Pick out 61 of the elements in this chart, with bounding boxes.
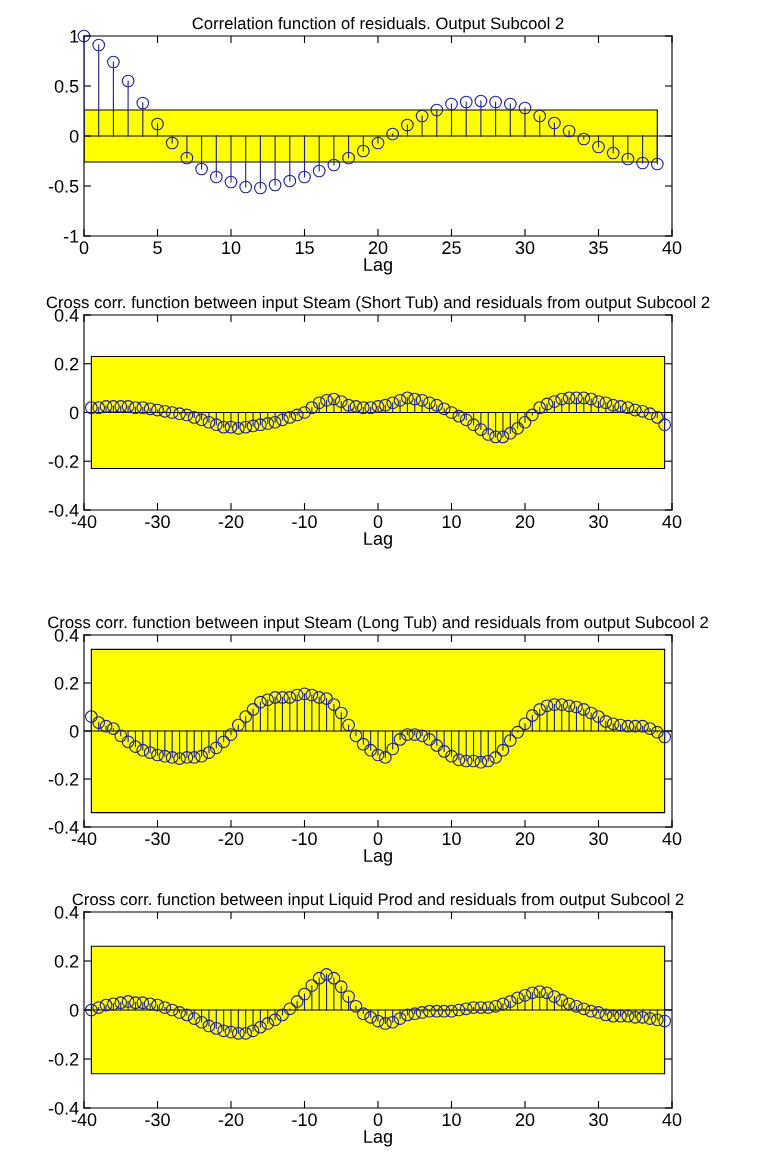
x-tick-label: -40	[71, 515, 97, 529]
x-tick-label: 30	[515, 241, 535, 255]
x-axis-title: Lag	[364, 849, 392, 866]
y-tick-label: -0.2	[48, 455, 79, 468]
x-tick-label: 40	[662, 515, 682, 529]
x-tick-label: 15	[295, 241, 314, 255]
x-tick-label: 5	[153, 241, 162, 255]
x-tick-label: -30	[145, 1113, 170, 1127]
x-tick-label: 20	[368, 241, 388, 255]
y-tick-label: 0.4	[54, 628, 79, 642]
x-tick-label: 10	[442, 832, 461, 846]
y-tick-label: 0.5	[54, 79, 79, 93]
x-tick-label: 30	[589, 832, 608, 846]
x-tick-label: 25	[442, 241, 461, 255]
chart-title: Correlation function of residuals. Output Subcool 2	[192, 16, 564, 33]
x-tick-label: 30	[589, 515, 608, 529]
y-tick-label: 0	[69, 129, 79, 143]
y-tick-label: 0.4	[54, 308, 79, 322]
y-tick-label: 0.2	[54, 357, 79, 371]
x-axis-title: Lag	[364, 1130, 392, 1147]
y-tick-label: -0.2	[48, 1052, 79, 1066]
y-tick-label: 0.2	[54, 954, 79, 968]
x-tick-label: 20	[515, 1113, 535, 1127]
y-tick-label: 0	[69, 1003, 79, 1017]
x-tick-label: -40	[71, 1113, 97, 1127]
x-tick-label: -10	[292, 515, 317, 529]
x-tick-label: -30	[145, 515, 170, 529]
y-tick-label: -0.4	[48, 1101, 79, 1115]
x-axis-title: Lag	[364, 532, 392, 549]
y-tick-label: -0.5	[48, 179, 79, 193]
x-tick-label: -30	[145, 832, 170, 846]
x-tick-label: 0	[373, 1113, 383, 1127]
x-tick-label: 30	[589, 1113, 608, 1127]
y-tick-label: 0	[69, 724, 79, 738]
x-tick-label: -20	[218, 832, 244, 846]
x-tick-label: 40	[662, 832, 682, 846]
y-tick-label: -1	[63, 230, 79, 243]
y-tick-label: -0.4	[48, 503, 79, 517]
x-axis-title: Lag	[364, 258, 392, 275]
x-tick-label: 20	[515, 832, 535, 846]
x-tick-label: 40	[662, 241, 682, 255]
y-tick-label: 0	[69, 406, 79, 420]
x-tick-label: 0	[373, 515, 383, 529]
x-tick-label: -10	[292, 1113, 317, 1127]
y-tick-label: -0.4	[48, 820, 79, 834]
x-tick-label: 10	[442, 515, 461, 529]
x-tick-label: -20	[218, 1113, 244, 1127]
x-tick-label: -20	[218, 515, 244, 529]
x-tick-label: 0	[373, 832, 383, 846]
x-tick-label: -40	[71, 832, 97, 846]
x-tick-label: 20	[515, 515, 535, 529]
x-tick-label: 10	[222, 241, 241, 255]
x-tick-label: 35	[589, 241, 608, 255]
y-tick-label: 0.4	[54, 905, 79, 919]
x-tick-label: 40	[662, 1113, 682, 1127]
x-tick-label: -10	[292, 832, 317, 846]
x-tick-label: 10	[442, 1113, 461, 1127]
y-tick-label: 0.2	[54, 676, 79, 690]
y-tick-label: -0.2	[48, 772, 79, 786]
x-tick-label: 0	[79, 241, 89, 255]
y-tick-label: 1	[70, 30, 79, 43]
